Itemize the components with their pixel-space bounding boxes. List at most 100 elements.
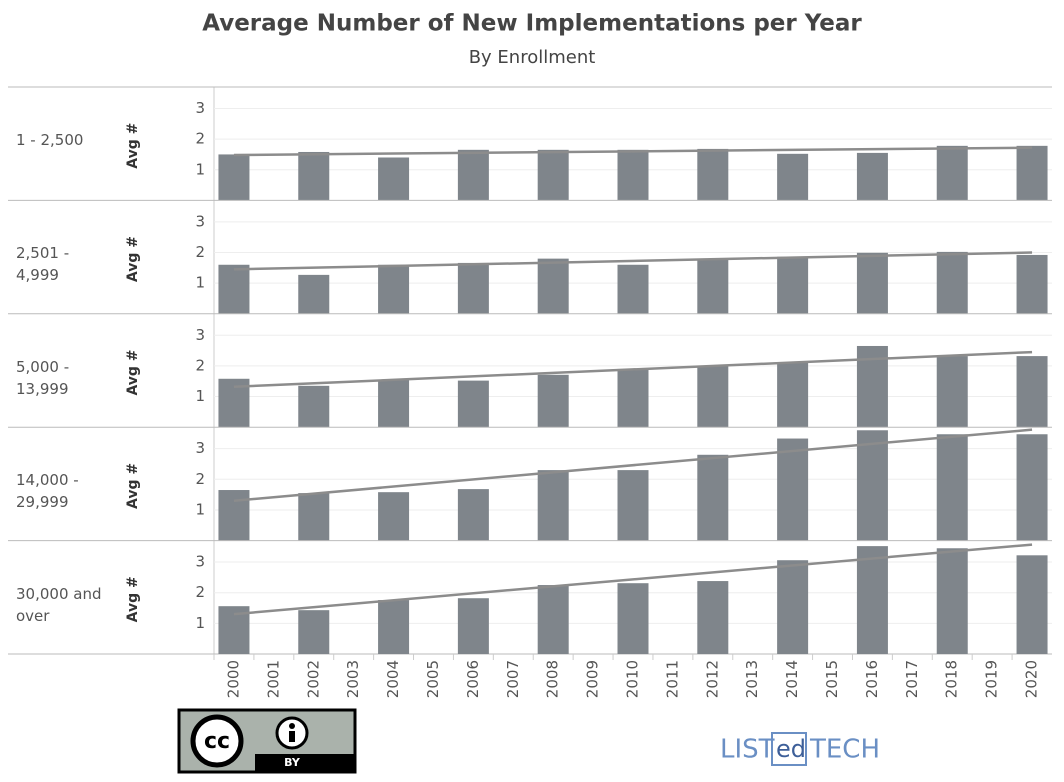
x-tick-label: 2010 (624, 660, 642, 698)
bar (457, 489, 489, 541)
y-tick-label: 2 (195, 243, 205, 261)
x-tick-label: 2003 (344, 660, 362, 698)
bar (777, 438, 809, 541)
bar (298, 610, 330, 654)
bar (936, 145, 968, 201)
bar (617, 368, 649, 428)
bar (218, 490, 250, 541)
trend-line (233, 146, 1033, 157)
bar (1016, 356, 1048, 428)
bar (697, 365, 729, 428)
bar (617, 583, 649, 654)
y-tick-label: 1 (195, 387, 205, 405)
x-tick-label: 2000 (224, 660, 242, 698)
bar (697, 148, 729, 201)
bar (617, 264, 649, 314)
y-tick-label: 3 (195, 326, 205, 344)
cc-icon: cc (204, 729, 230, 754)
bar (378, 379, 410, 428)
bar (936, 251, 968, 314)
x-tick-label: 2002 (304, 660, 322, 698)
y-tick-label: 1 (195, 614, 205, 632)
bar (936, 356, 968, 428)
bar (617, 149, 649, 201)
chart-title: Average Number of New Implementations pe… (202, 11, 862, 37)
x-tick-label: 2001 (264, 660, 282, 698)
bar (218, 264, 250, 314)
y-tick-label: 2 (195, 356, 205, 374)
bar (697, 259, 729, 314)
brand-logo: LIST ed TECH (720, 732, 880, 766)
y-axis-label: Avg # (125, 349, 141, 395)
brand-left: LIST (720, 735, 775, 765)
x-tick-label: 2008 (544, 660, 562, 698)
y-tick-label: 2 (195, 470, 205, 488)
chart-subtitle: By Enrollment (469, 47, 596, 68)
bar (856, 546, 888, 654)
license-text: BY (284, 756, 301, 769)
trend-line (233, 350, 1033, 388)
y-axis-label: Avg # (125, 576, 141, 622)
x-tick-label: 2005 (424, 660, 442, 698)
bar (457, 149, 489, 201)
bar (537, 374, 569, 428)
x-tick-label: 2017 (903, 660, 921, 698)
x-tick-label: 2007 (504, 660, 522, 698)
bar (697, 581, 729, 654)
bar (777, 560, 809, 654)
x-tick-label: 2020 (1023, 660, 1041, 698)
x-tick-label: 2006 (464, 660, 482, 698)
y-tick-label: 3 (195, 212, 205, 230)
bar (218, 154, 250, 201)
bar (457, 598, 489, 654)
row-label: 30,000 and over (16, 584, 102, 625)
x-tick-label: 2016 (863, 660, 881, 698)
y-tick-label: 1 (195, 274, 205, 292)
x-tick-label: 2015 (823, 660, 841, 698)
trend-line (233, 543, 1033, 616)
y-axis-label: Avg # (125, 123, 141, 169)
y-tick-label: 2 (195, 130, 205, 148)
bar (537, 149, 569, 201)
y-axis-label: Avg # (125, 236, 141, 282)
bar (298, 274, 330, 314)
bar (1016, 434, 1048, 541)
bar (378, 264, 410, 314)
bar (537, 470, 569, 541)
bar (856, 152, 888, 201)
y-axis-label: Avg # (125, 463, 141, 509)
y-tick-label: 3 (195, 439, 205, 457)
bar (1016, 145, 1048, 201)
bar (777, 362, 809, 428)
x-tick-label: 2012 (703, 660, 721, 698)
bar (298, 151, 330, 201)
row-label: 1 - 2,500 (16, 131, 84, 149)
bar (457, 262, 489, 314)
bar (537, 585, 569, 654)
bar (777, 256, 809, 314)
y-tick-label: 3 (195, 553, 205, 571)
x-tick-label: 2004 (384, 660, 402, 698)
bar (298, 493, 330, 541)
x-tick-label: 2011 (663, 660, 681, 698)
y-tick-label: 1 (195, 500, 205, 518)
license-badge: cc BY (177, 708, 357, 774)
bar (856, 430, 888, 541)
bar (617, 470, 649, 541)
trend-line (233, 428, 1033, 503)
bar (697, 454, 729, 541)
bar (1016, 254, 1048, 314)
y-tick-label: 1 (195, 160, 205, 178)
y-tick-label: 3 (195, 99, 205, 117)
bar (777, 153, 809, 201)
row-label: 14,000 - 29,999 (16, 471, 79, 512)
x-tick-label: 2014 (783, 660, 801, 698)
brand-mid: ed (776, 735, 806, 763)
brand-right: TECH (809, 735, 880, 765)
x-tick-label: 2018 (943, 660, 961, 698)
bar (856, 252, 888, 314)
bar (378, 492, 410, 541)
bar (298, 385, 330, 428)
